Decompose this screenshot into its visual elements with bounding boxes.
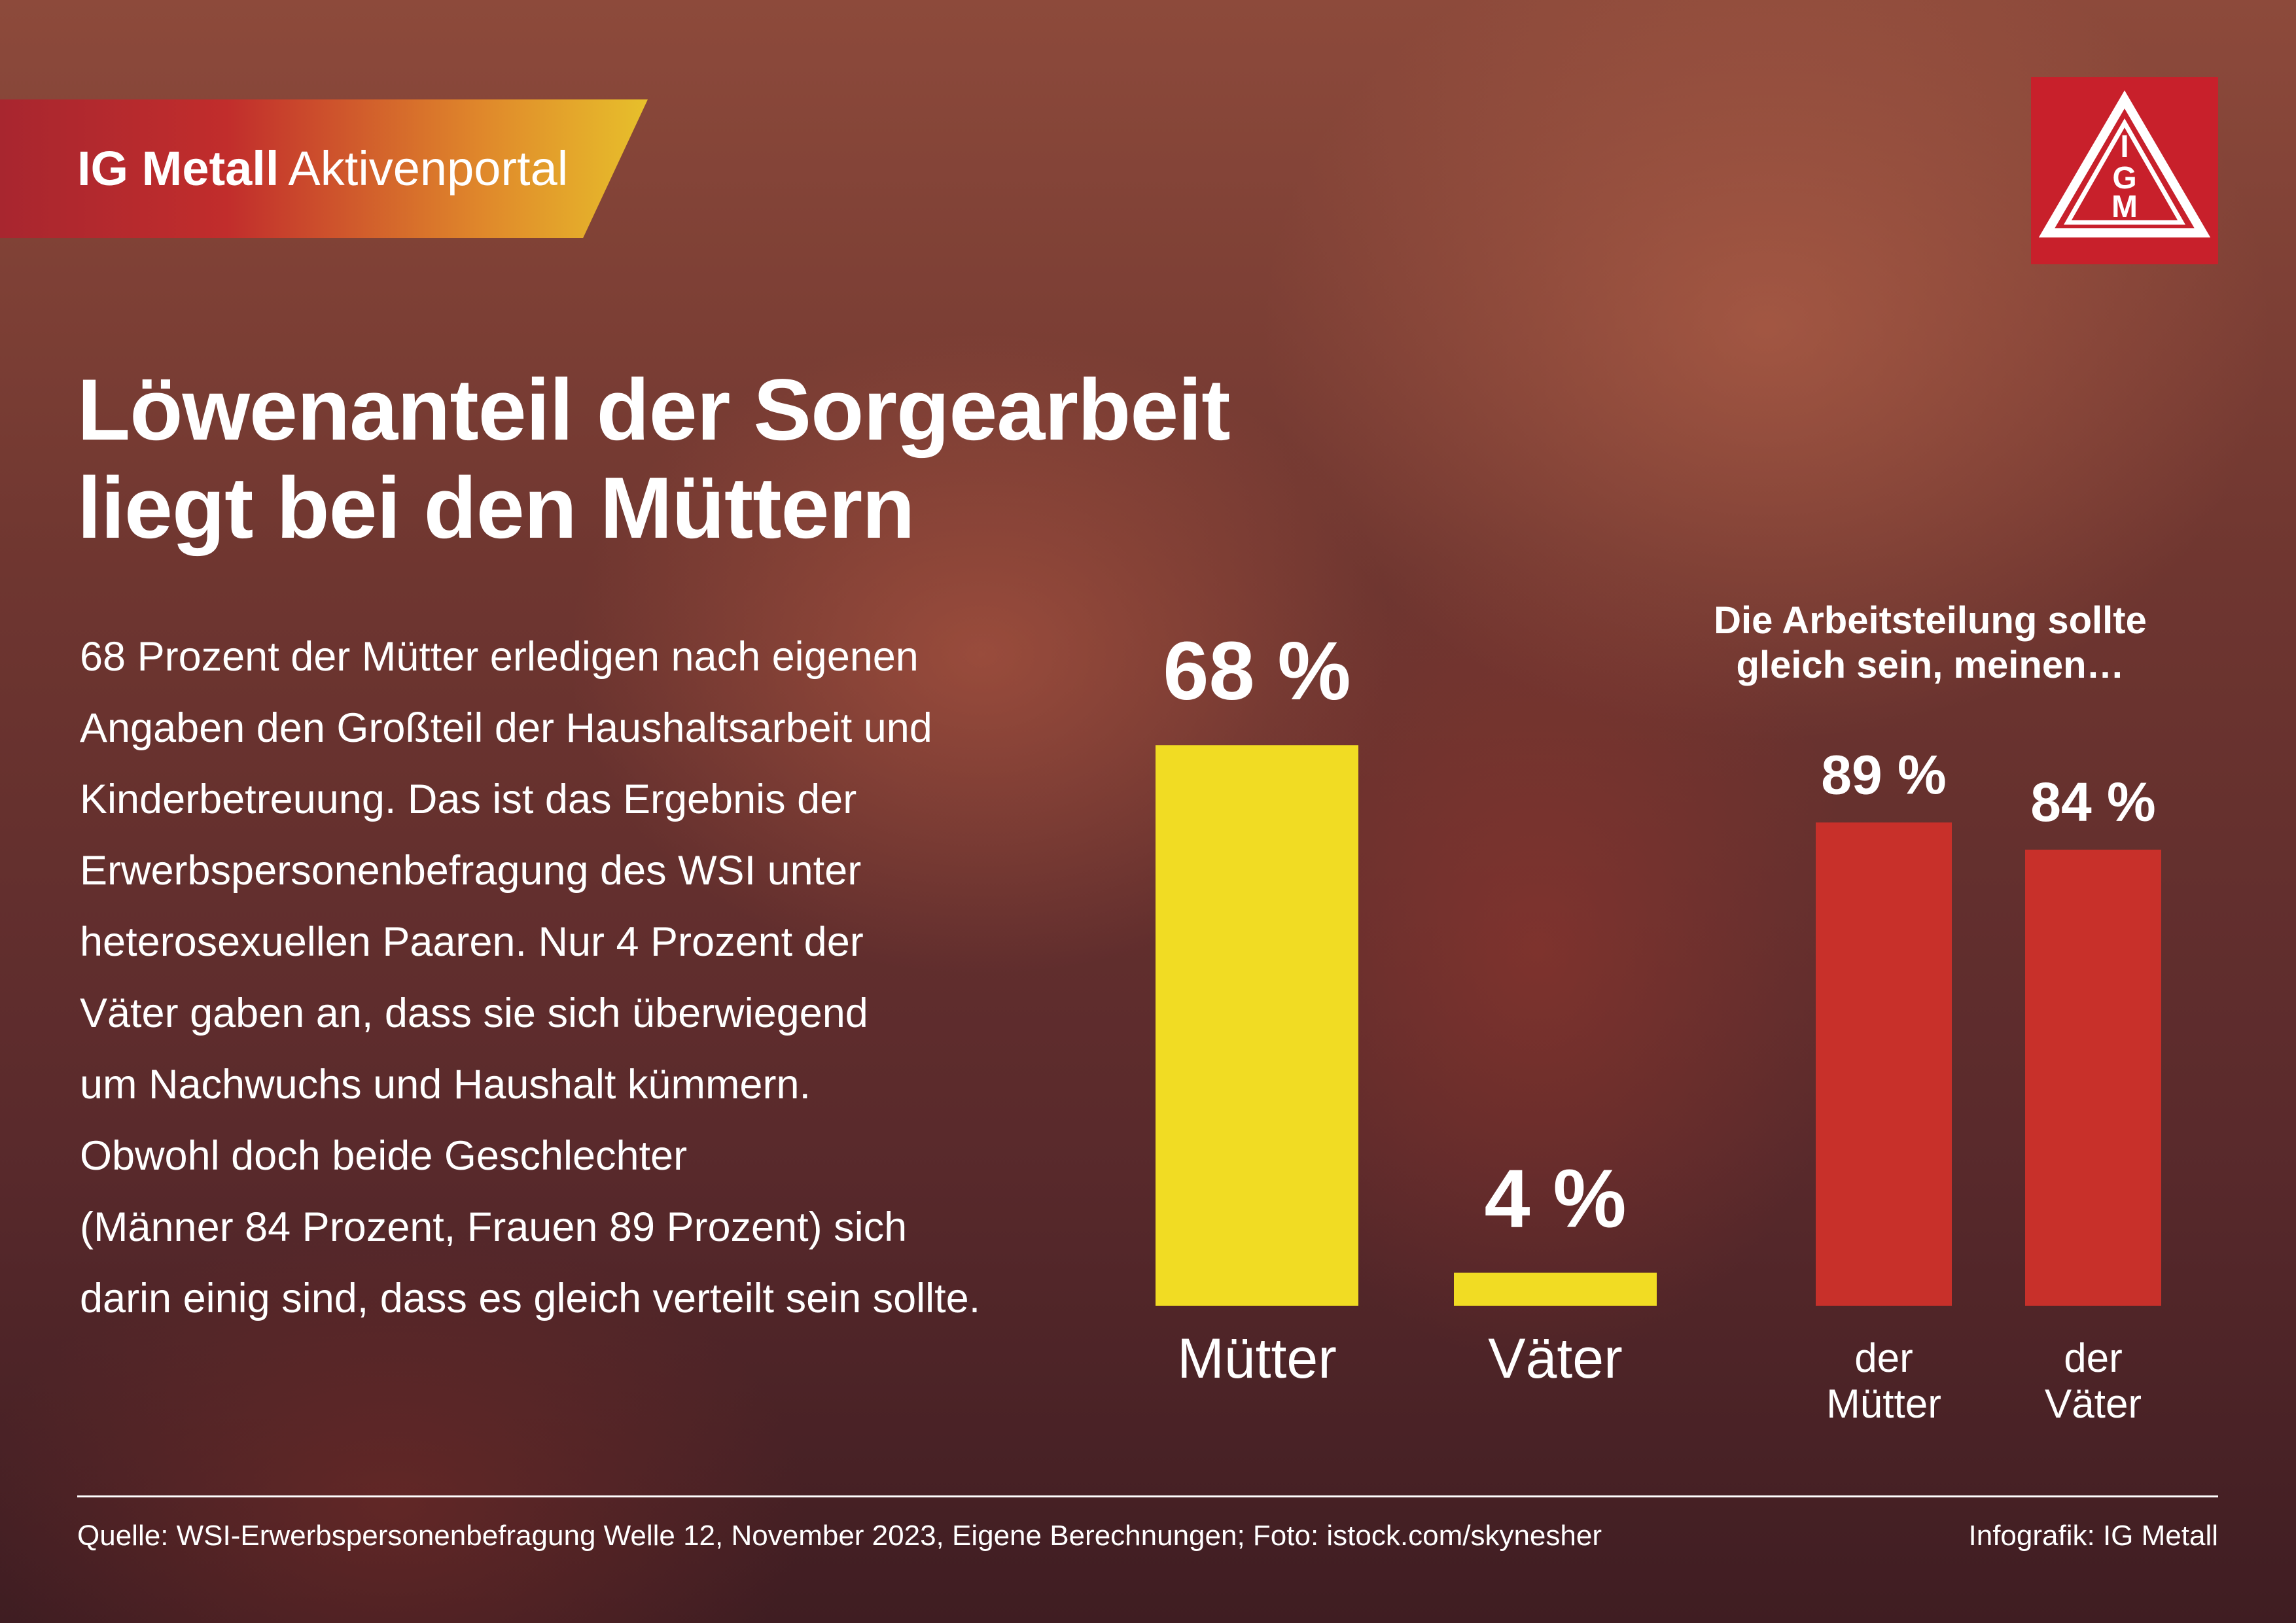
body-line: darin einig sind, dass es gleich verteil…	[80, 1276, 981, 1321]
body-line: Erwerbspersonenbefragung des WSI unter	[80, 848, 862, 894]
portal-label: Aktivenportal	[288, 141, 569, 196]
chart-subtitle: Die Arbeitsteilung sollte gleich sein, m…	[1701, 599, 2159, 688]
body-line: 68 Prozent der Mütter erledigen nach eig…	[80, 634, 919, 680]
value-label: 68 %	[1163, 625, 1351, 717]
footer-divider	[77, 1495, 2218, 1497]
svg-text:G: G	[2112, 161, 2136, 196]
credit-note: Infografik: IG Metall	[1968, 1520, 2218, 1552]
category-label: Väter	[2045, 1382, 2142, 1427]
category-label: Väter	[1488, 1327, 1623, 1390]
body-line: (Männer 84 Prozent, Frauen 89 Prozent) s…	[80, 1204, 908, 1250]
body-text: 68 Prozent der Mütter erledigen nach eig…	[80, 621, 981, 1335]
value-label: 89 %	[1821, 744, 1946, 805]
chart-subtitle-line-1: Die Arbeitsteilung sollte	[1714, 599, 2147, 642]
page-title: Löwenanteil der Sorgearbeit liegt bei de…	[77, 361, 1288, 557]
bar-der-muetter	[1816, 822, 1952, 1306]
brand-name: IG Metall	[77, 141, 279, 196]
body-line: um Nachwuchs und Haushalt kümmern.	[80, 1062, 811, 1108]
body-line: Obwohl doch beide Geschlechter	[80, 1133, 688, 1179]
svg-text:M: M	[2111, 190, 2138, 224]
body-line: Angaben den Großteil der Haushaltsarbeit…	[80, 705, 932, 751]
chart-subtitle-line-2: gleich sein, meinen…	[1736, 644, 2125, 686]
value-label: 84 %	[2030, 771, 2155, 833]
source-note: Quelle: WSI-Erwerbspersonenbefragung Wel…	[77, 1520, 1602, 1552]
bar-der-vaeter	[2025, 849, 2161, 1306]
bar-vaeter	[1454, 1272, 1657, 1306]
body-line: Väter gaben an, dass sie sich überwiegen…	[80, 990, 868, 1036]
portal-name: IG Metall Aktivenportal	[77, 143, 568, 195]
category-label: Mütter	[1826, 1382, 1941, 1427]
svg-text:I: I	[2120, 130, 2128, 164]
category-label: Mütter	[1177, 1327, 1337, 1390]
category-label: der	[2064, 1336, 2123, 1381]
header-banner	[0, 99, 648, 238]
body-line: Kinderbetreuung. Das ist das Ergebnis de…	[80, 777, 857, 822]
value-label: 4 %	[1484, 1153, 1626, 1245]
category-label: der	[1854, 1336, 1913, 1381]
body-line: heterosexuellen Paaren. Nur 4 Prozent de…	[80, 919, 864, 965]
bar-muetter	[1156, 745, 1358, 1306]
title-line-1: Löwenanteil der Sorgearbeit	[77, 362, 1231, 459]
title-line-2: liegt bei den Müttern	[77, 460, 915, 557]
ig-metall-logo-icon: I G M	[2031, 77, 2218, 264]
